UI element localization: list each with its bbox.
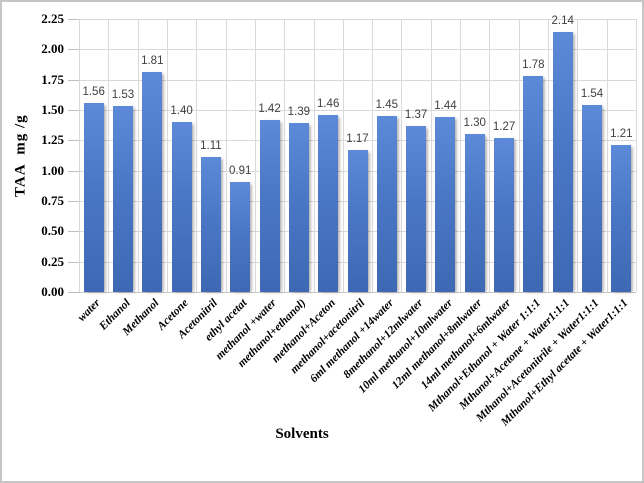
y-tick-label: 1.50: [41, 102, 64, 117]
gridline-vertical: [108, 19, 110, 292]
bar-value-label: 1.46: [316, 97, 340, 110]
gridline-vertical: [196, 19, 198, 292]
category-label: water: [76, 297, 104, 325]
bar-value-label: 1.53: [111, 89, 135, 102]
gridline-vertical: [166, 19, 168, 292]
bar-value-label: 1.42: [258, 102, 281, 115]
gridline-vertical: [577, 19, 579, 292]
y-tick-label: 1.00: [41, 162, 64, 178]
gridline-vertical: [489, 19, 491, 292]
y-tick-label: 0.50: [41, 223, 64, 239]
bar-value-label: 1.30: [463, 117, 486, 130]
y-tick-label: 0.00: [41, 284, 64, 299]
gridline-vertical: [460, 19, 462, 292]
y-tick-label: 0.25: [41, 253, 64, 269]
gridline-horizontal: [79, 19, 636, 20]
y-tick-label: 2.25: [41, 11, 64, 26]
gridline-horizontal: [79, 79, 636, 81]
gridline-vertical: [225, 19, 227, 292]
bar: [582, 105, 603, 292]
bar: [347, 150, 368, 292]
bar-value-label: 1.39: [287, 106, 311, 119]
y-tick-mark: [68, 19, 79, 20]
bar: [112, 106, 133, 292]
gridline-vertical: [606, 19, 608, 292]
bar-value-label: 2.14: [551, 15, 574, 28]
y-tick-label: 2.00: [41, 41, 64, 57]
y-tick-label: 1.75: [41, 71, 64, 87]
gridline-vertical: [254, 19, 256, 292]
bar: [523, 76, 544, 292]
gridline-vertical: [401, 19, 403, 292]
y-tick-mark: [68, 140, 79, 142]
bar: [552, 32, 573, 292]
bar-value-label: 1.81: [141, 55, 164, 68]
bar-value-label: 1.56: [82, 85, 105, 98]
gridline-vertical: [137, 19, 139, 292]
y-tick-label: 0.75: [41, 193, 64, 208]
bar: [464, 134, 485, 292]
y-tick-mark: [68, 231, 79, 233]
bar: [288, 123, 309, 292]
bar: [318, 114, 339, 292]
gridline-vertical: [636, 19, 637, 292]
gridline-vertical: [313, 19, 315, 292]
bar-value-label: 1.21: [610, 128, 633, 141]
gridline-vertical: [79, 19, 80, 292]
y-tick-mark: [68, 170, 79, 172]
bar-value-label: 1.40: [170, 105, 193, 118]
bar: [200, 157, 221, 292]
y-tick-mark: [68, 110, 79, 111]
y-tick-mark: [68, 79, 79, 81]
bar-value-label: 1.27: [492, 120, 516, 133]
bar-value-label: 0.91: [229, 164, 252, 177]
gridline-horizontal: [79, 49, 636, 51]
bar-value-label: 1.44: [434, 100, 457, 113]
y-tick-mark: [68, 49, 79, 51]
y-tick-mark: [68, 261, 79, 263]
y-tick-mark: [68, 201, 79, 202]
bar: [376, 116, 397, 292]
bar-value-label: 1.78: [522, 59, 545, 72]
bar-value-label: 1.37: [404, 108, 428, 121]
x-axis-title: Solvents: [275, 426, 329, 442]
bar: [259, 119, 280, 292]
gridline-vertical: [430, 19, 432, 292]
bar-value-label: 1.45: [375, 99, 398, 112]
bar: [611, 145, 632, 292]
bar: [406, 125, 427, 292]
bar-value-label: 1.54: [580, 88, 604, 101]
y-tick-label: 1.25: [41, 132, 64, 148]
gridline-vertical: [342, 19, 344, 292]
bar: [83, 102, 104, 292]
x-axis-line: [79, 292, 636, 293]
gridline-vertical: [548, 19, 550, 292]
bar: [494, 137, 515, 292]
gridline-vertical: [284, 19, 286, 292]
gridline-horizontal: [79, 110, 636, 111]
bar: [230, 181, 251, 292]
gridline-vertical: [372, 19, 374, 292]
gridline-vertical: [518, 19, 520, 292]
bar: [435, 117, 456, 292]
y-tick-mark: [68, 292, 79, 293]
bar: [171, 122, 192, 292]
gridline-horizontal: [79, 140, 636, 142]
bar: [142, 72, 163, 292]
bar-value-label: 1.11: [200, 140, 222, 153]
y-axis-title: TAA mg /g: [12, 114, 29, 197]
bar-value-label: 1.17: [346, 133, 369, 146]
